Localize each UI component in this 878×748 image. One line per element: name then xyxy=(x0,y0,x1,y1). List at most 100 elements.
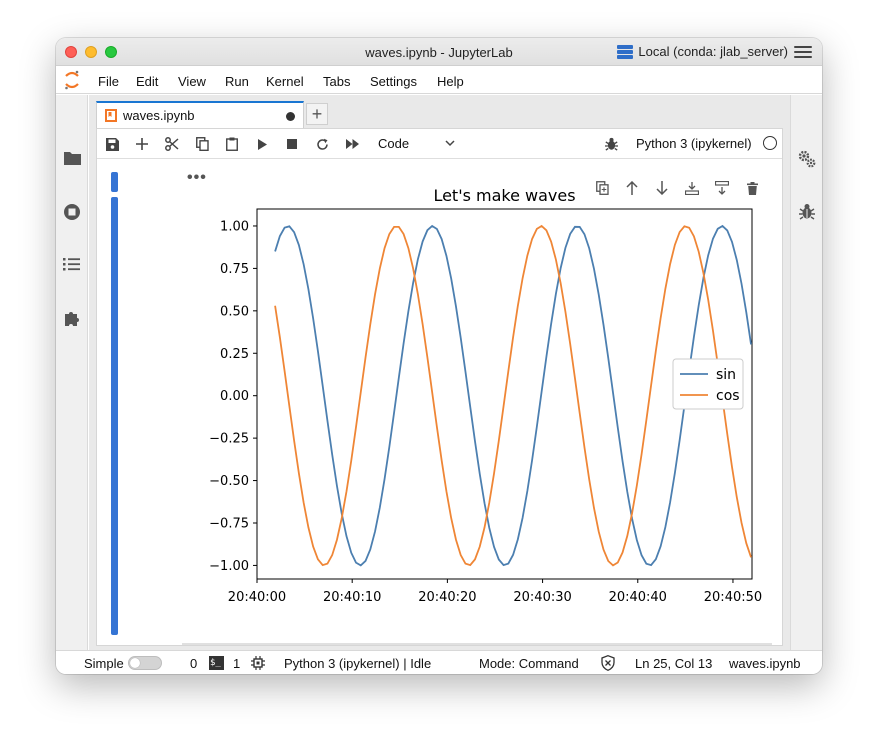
table-of-contents-icon[interactable] xyxy=(63,258,80,271)
running-kernels-count[interactable]: 0 xyxy=(190,656,198,671)
move-cell-up-button[interactable] xyxy=(623,179,641,197)
tab-label: waves.ipynb xyxy=(123,108,195,123)
menu-file[interactable]: File xyxy=(98,74,119,89)
y-tick-label: 1.00 xyxy=(220,219,249,234)
trash-icon xyxy=(746,181,758,195)
menu-run[interactable]: Run xyxy=(225,74,249,89)
refresh-icon xyxy=(316,138,328,150)
hamburger-menu-icon[interactable] xyxy=(794,46,812,61)
window-title: waves.ipynb - JupyterLab xyxy=(365,45,513,60)
output-collapser-bar[interactable] xyxy=(111,197,118,635)
folder-icon[interactable] xyxy=(64,151,81,165)
series-line-cos xyxy=(274,224,752,567)
minimize-window-button[interactable] xyxy=(85,46,97,58)
legend-label-sin: sin xyxy=(716,367,736,383)
simple-mode-label: Simple xyxy=(84,656,124,671)
insert-above-icon xyxy=(685,182,699,195)
x-tick-label: 20:40:30 xyxy=(513,590,571,605)
x-tick-label: 20:40:50 xyxy=(704,590,762,605)
toggle-knob xyxy=(130,658,140,668)
notebook-mode: Mode: Command xyxy=(479,656,579,671)
y-tick-label: 0.00 xyxy=(220,389,249,404)
paste-cell-button[interactable] xyxy=(223,135,241,153)
duplicate-icon xyxy=(595,181,609,195)
legend-label-cos: cos xyxy=(716,388,740,404)
insert-cell-above-button[interactable] xyxy=(683,179,701,197)
terminal-icon[interactable]: $_ xyxy=(209,656,224,670)
debugger-bug-icon[interactable] xyxy=(799,203,815,220)
running-terminals-count[interactable]: 1 xyxy=(233,656,241,671)
cursor-position[interactable]: Ln 25, Col 13 xyxy=(635,656,713,671)
kernel-environment-indicator[interactable]: Local (conda: jlab_server) xyxy=(617,44,788,59)
interrupt-kernel-button[interactable] xyxy=(283,135,301,153)
stop-icon xyxy=(287,139,297,149)
y-tick-label: −1.00 xyxy=(209,559,249,574)
menu-view[interactable]: View xyxy=(178,74,206,89)
insert-cell-below-button[interactable] xyxy=(713,179,731,197)
plus-icon xyxy=(136,138,148,150)
duplicate-cell-button[interactable] xyxy=(593,179,611,197)
cell-type-dropdown[interactable]: Code xyxy=(378,136,410,151)
x-tick-label: 20:40:20 xyxy=(418,590,476,605)
kernel-debugger-bug-icon[interactable] xyxy=(605,137,618,151)
status-bar: Simple 0 $_ 1 Python 3 (ipykernel) | Idl… xyxy=(56,650,822,674)
menu-kernel[interactable]: Kernel xyxy=(266,74,304,89)
y-tick-label: 0.50 xyxy=(220,304,249,319)
left-sidebar xyxy=(56,95,88,650)
x-tick-label: 20:40:40 xyxy=(609,590,667,605)
new-launcher-tab-button[interactable]: + xyxy=(306,103,328,125)
cell-scroll-track xyxy=(182,643,772,645)
chevron-down-icon[interactable] xyxy=(445,136,455,150)
series-line-sin xyxy=(274,224,752,567)
main-dock-area: waves.ipynb + xyxy=(89,95,790,650)
save-button[interactable] xyxy=(103,135,121,153)
menu-edit[interactable]: Edit xyxy=(136,74,159,89)
save-icon xyxy=(105,137,119,151)
y-tick-label: 0.75 xyxy=(220,262,249,277)
server-icon xyxy=(617,44,634,59)
collapsed-input-bar[interactable] xyxy=(111,172,118,192)
y-tick-label: 0.25 xyxy=(220,347,249,362)
maximize-window-button[interactable] xyxy=(105,46,117,58)
simple-mode-toggle[interactable] xyxy=(128,656,162,670)
notebook-panel: Code Python 3 (ipykernel) ••• xyxy=(96,128,783,646)
notebook-file-icon xyxy=(105,109,117,122)
jupyter-logo-icon xyxy=(65,70,79,90)
fast-forward-icon xyxy=(345,139,359,149)
close-window-button[interactable] xyxy=(65,46,77,58)
unsaved-changes-dot-icon[interactable] xyxy=(286,112,295,121)
insert-cell-button[interactable] xyxy=(133,135,151,153)
restart-run-all-button[interactable] xyxy=(343,135,361,153)
tab-waves-notebook[interactable]: waves.ipynb xyxy=(96,101,304,128)
notebook-toolbar: Code Python 3 (ipykernel) xyxy=(97,129,782,159)
property-inspector-gears-icon[interactable] xyxy=(798,150,816,168)
kernel-environment-label: Local (conda: jlab_server) xyxy=(638,44,788,59)
menu-help[interactable]: Help xyxy=(437,74,464,89)
shield-trust-icon[interactable] xyxy=(601,655,615,671)
move-cell-down-button[interactable] xyxy=(653,179,671,197)
cut-cell-button[interactable] xyxy=(163,135,181,153)
cpu-chip-icon xyxy=(251,656,265,670)
running-sessions-icon[interactable] xyxy=(63,203,81,221)
active-filename: waves.ipynb xyxy=(729,656,801,671)
paste-clipboard-icon xyxy=(226,137,238,151)
y-tick-label: −0.25 xyxy=(209,432,249,447)
arrow-down-icon xyxy=(656,181,668,195)
copy-cell-button[interactable] xyxy=(193,135,211,153)
right-sidebar xyxy=(790,95,822,650)
restart-kernel-button[interactable] xyxy=(313,135,331,153)
scissors-icon xyxy=(165,137,179,151)
legend-box xyxy=(672,358,744,410)
delete-cell-button[interactable] xyxy=(743,179,761,197)
jupyterlab-window: waves.ipynb - JupyterLab Local (conda: j… xyxy=(56,38,822,674)
menu-bar: File Edit View Run Kernel Tabs Settings … xyxy=(56,66,822,94)
waves-chart: Let's make waves 1.00 0.75 0.50 0.25 0.00 −0.2… xyxy=(209,186,762,605)
extensions-puzzle-icon[interactable] xyxy=(63,309,81,327)
menu-tabs[interactable]: Tabs xyxy=(323,74,351,89)
menu-settings[interactable]: Settings xyxy=(370,74,417,89)
kernel-state[interactable]: Python 3 (ipykernel) | Idle xyxy=(284,656,432,671)
run-cell-button[interactable] xyxy=(253,135,271,153)
x-tick-label: 20:40:00 xyxy=(228,590,286,605)
collapsed-input-ellipsis[interactable]: ••• xyxy=(187,169,207,186)
kernel-name-button[interactable]: Python 3 (ipykernel) xyxy=(636,136,752,151)
